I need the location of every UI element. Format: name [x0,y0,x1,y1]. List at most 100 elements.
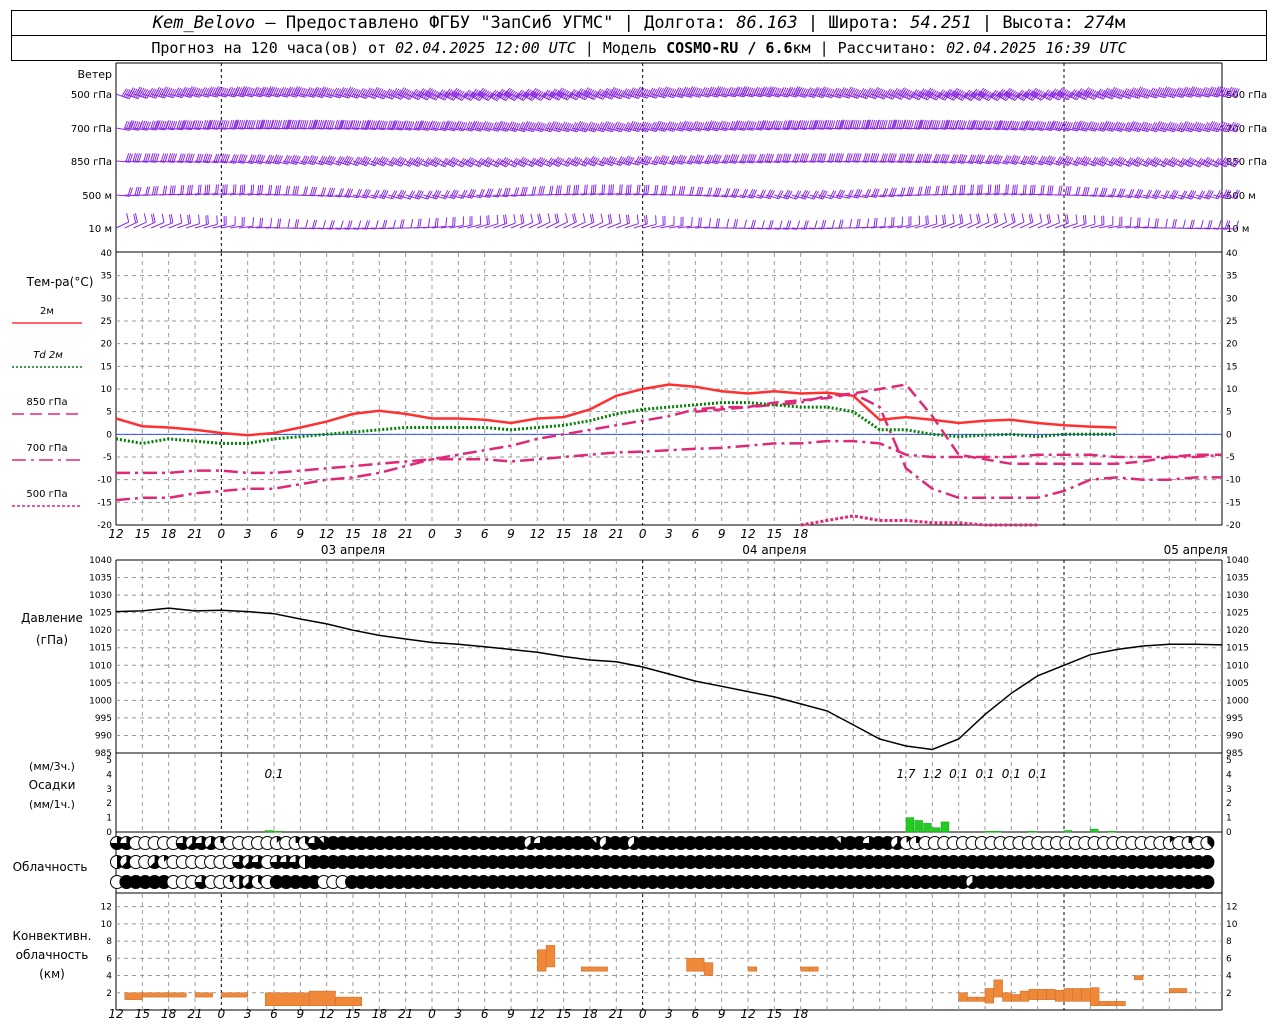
wind-barb [414,218,431,229]
wind-barb [1090,215,1105,229]
wind-barb [782,190,802,200]
wind-barb [905,153,924,164]
wind-barb [660,121,679,132]
pres-tick-left: 1015 [89,644,112,654]
wind-barb [484,157,504,168]
wind-barb [765,190,784,200]
wind-barb [844,188,863,199]
wind-barb [1072,214,1087,229]
wind-barb [230,153,248,164]
wind-barb [1195,189,1214,200]
temp-tick-left: -20 [97,521,112,531]
wind-level-right: 500 гПа [1226,90,1267,101]
wind-barb [1019,213,1034,229]
wind-barb [133,153,151,163]
wind-barb [958,184,974,196]
wind-barb [1098,216,1114,229]
wind-barb [879,119,897,130]
wind-barb [572,88,591,101]
conv-block [580,966,608,972]
wind-barb [344,119,362,130]
x-tick-label: 3 [244,527,252,541]
wind-barb [396,157,416,167]
wind-barb [651,154,670,166]
wind-barb [317,119,335,130]
wind-barb [510,213,525,229]
wind-barb [826,119,844,130]
wind-barb [835,219,853,229]
wind-barb [914,215,929,229]
wind-barb [1221,189,1240,199]
wind-barb [370,219,388,230]
temp-tick-right: 35 [1226,272,1237,282]
wind-barb [1002,154,1021,165]
x-tick-label-bottom: 3 [455,1007,463,1021]
wind-barb [651,86,670,99]
precip-total: 1.2 [923,767,942,781]
wind-barb [554,185,571,196]
wind-barb [739,188,758,199]
wind-barb [300,219,318,230]
wind-barb [677,154,696,165]
x-tick-label-bottom: 18 [372,1007,388,1021]
conv-block [1081,988,1091,1002]
wind-barb [282,186,300,196]
wind-barb [431,217,448,229]
wind-barb [1169,157,1188,168]
wind-barb [967,119,985,131]
wind-barb [475,121,494,132]
wind-barb [1002,120,1020,131]
wind-barb [528,213,542,229]
precip-total: 1.7 [896,767,915,781]
pres-tick-left: 1020 [89,626,112,636]
wind-barb [186,184,202,196]
wind-barb [230,216,245,229]
x-tick-label-bottom: 0 [428,1007,436,1021]
wind-barb [1055,120,1073,132]
conv-block [967,996,977,1002]
wind-barb [888,216,903,229]
wind-barb [853,218,870,229]
conv-tick-right: 2 [1226,989,1232,999]
wind-barb [159,185,176,196]
wind-barb [212,184,228,196]
wind-barb [914,153,933,164]
wind-barb [1107,216,1123,229]
wind-barb [783,220,801,230]
wind-barb [1160,219,1177,229]
wind-barb [265,154,284,165]
conv-block [1046,989,1056,1000]
wind-barb [879,216,895,229]
wind-barb [818,190,837,200]
wind-barb [352,220,370,230]
temp-tick-left: -10 [97,476,112,486]
wind-barb [747,189,766,199]
wind-barb [151,119,169,131]
wind-barb [1186,121,1205,133]
temp-tick-left: 20 [101,340,113,350]
temp-tick-right: 0 [1226,430,1232,440]
wind-barb [616,214,630,229]
wind-barb [624,214,639,229]
wind-barb [247,154,266,165]
wind-barb [581,156,600,167]
wind-barb [326,220,344,230]
wind-barb [1055,214,1069,229]
wind-barb [221,154,239,164]
conv-block [1019,990,1030,1002]
wind-barb [651,185,668,196]
wind-barb [273,218,291,229]
wind-barb [1134,121,1153,133]
wind-barb [1081,187,1099,197]
wind-barb [958,213,973,229]
wind-barb [168,214,183,229]
prec-tick-right: 5 [1226,756,1232,766]
conv-block [1133,975,1144,981]
conv-block [308,990,336,1006]
wind-barb [669,186,686,196]
wind-barb [976,120,994,131]
wind-barb [265,185,282,196]
x-tick-label-bottom: 15 [345,1007,360,1021]
wind-barb [993,213,1007,229]
